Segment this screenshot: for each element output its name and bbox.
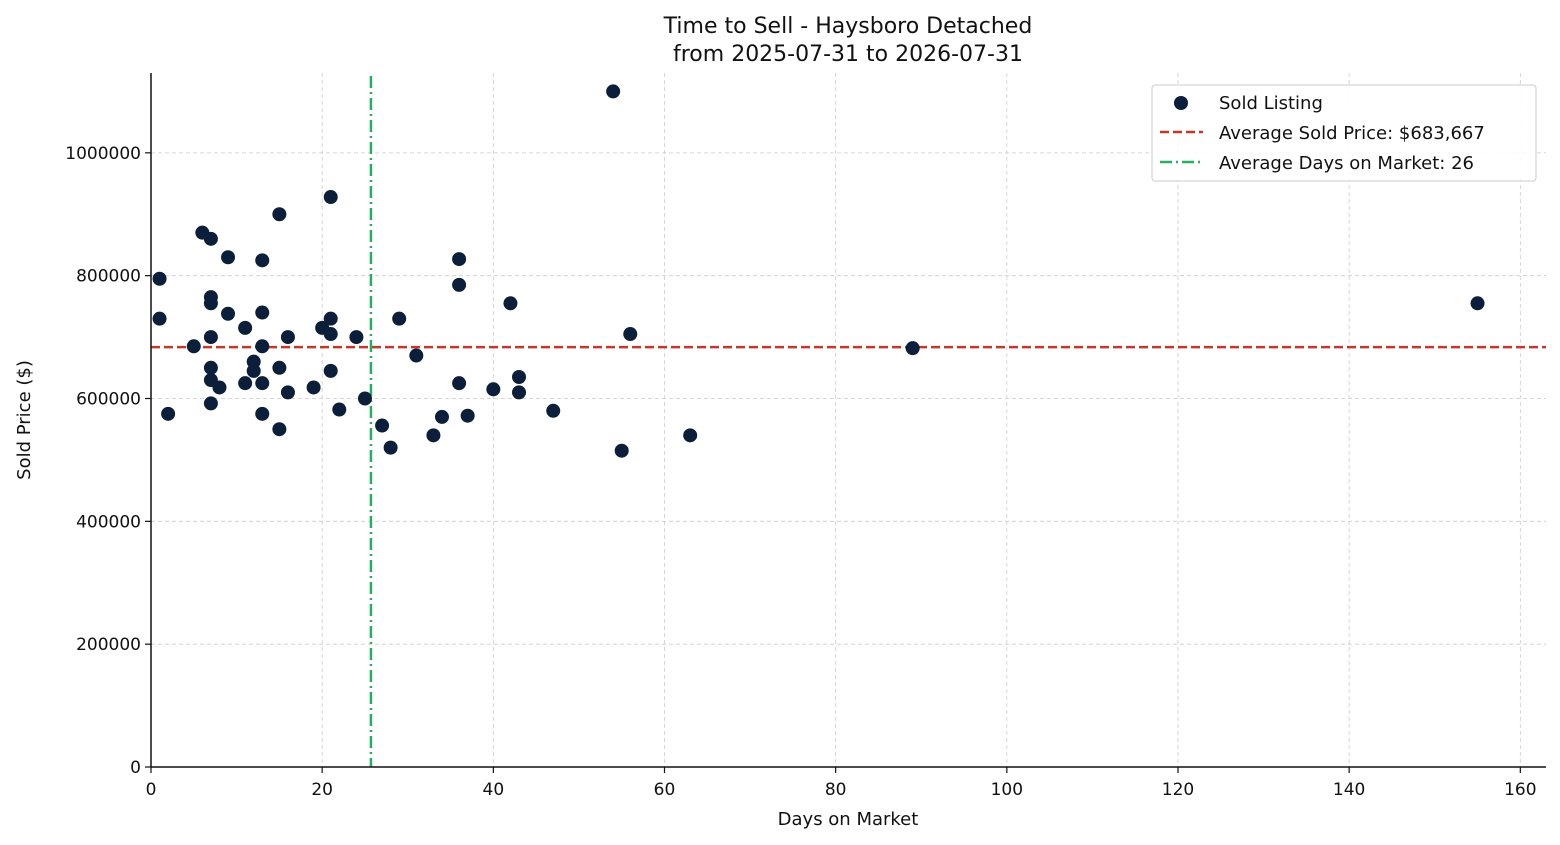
sold-listing-point (512, 370, 527, 385)
sold-listing-point (323, 190, 338, 205)
sold-listing-point (503, 296, 518, 311)
sold-listing-point (186, 339, 201, 354)
sold-listing-point (323, 363, 338, 378)
sold-listing-point (203, 396, 218, 411)
sold-listing-point (460, 408, 475, 423)
sold-listing-point (434, 409, 449, 424)
x-tick-label: 40 (483, 780, 505, 800)
sold-listing-point (238, 376, 253, 391)
sold-listing-point (212, 380, 227, 395)
legend-marker-sold-listing (1174, 96, 1188, 110)
y-axis-ticks: 0 200000 400000 600000 800000 1000000 (65, 144, 151, 778)
sold-listing-point (614, 443, 629, 458)
sold-listing-point (452, 252, 467, 267)
sold-listing-point (606, 84, 621, 99)
sold-listing-point (323, 311, 338, 326)
sold-listing-point (452, 376, 467, 391)
sold-listing-point (375, 418, 390, 433)
sold-listing-point (383, 440, 398, 455)
sold-listing-point (546, 403, 561, 418)
sold-listing-point (349, 330, 364, 345)
sold-listing-point (409, 348, 424, 363)
y-tick-label: 1000000 (65, 144, 141, 164)
y-tick-label: 200000 (76, 635, 141, 655)
sold-listing-point (332, 402, 347, 417)
y-tick-label: 400000 (76, 512, 141, 532)
chart-title: Time to Sell - Haysboro Detached (663, 14, 1033, 39)
sold-listing-point (512, 385, 527, 400)
sold-listing-point (272, 360, 287, 375)
sold-listing-point (152, 311, 167, 326)
sold-listing-point (255, 406, 270, 421)
sold-listing-point (272, 422, 287, 437)
sold-listing-point (255, 339, 270, 354)
sold-listing-point (161, 406, 176, 421)
legend-label-sold-listing: Sold Listing (1219, 93, 1323, 114)
sold-listing-point (203, 360, 218, 375)
sold-listing-point (203, 330, 218, 345)
sold-listing-point (323, 327, 338, 342)
y-tick-label: 800000 (76, 267, 141, 287)
data-points (152, 84, 1485, 458)
sold-listing-point (683, 428, 698, 443)
legend-label-average-price: Average Sold Price: $683,667 (1219, 123, 1485, 144)
sold-listing-point (280, 330, 295, 345)
x-tick-label: 0 (146, 780, 157, 800)
x-tick-label: 140 (1333, 780, 1365, 800)
legend-box (1151, 84, 1537, 182)
sold-listing-point (357, 391, 372, 406)
sold-listing-point (203, 231, 218, 246)
x-tick-label: 80 (825, 780, 847, 800)
y-tick-label: 600000 (76, 390, 141, 410)
sold-listing-point (238, 320, 253, 335)
sold-listing-point (905, 341, 920, 356)
y-axis-label: Sold Price ($) (14, 360, 35, 480)
sold-listing-point (221, 306, 236, 321)
x-axis-ticks: 0 20 40 60 80 100 120 140 160 (146, 767, 1537, 800)
sold-listing-point (1470, 296, 1485, 311)
chart-subtitle: from 2025-07-31 to 2026-07-31 (673, 42, 1023, 67)
sold-listing-point (486, 382, 501, 397)
sold-listing-point (203, 296, 218, 311)
sold-listing-point (452, 277, 467, 292)
x-tick-label: 160 (1504, 780, 1536, 800)
sold-listing-point (255, 305, 270, 320)
sold-listing-point (306, 380, 321, 395)
reference-lines (151, 76, 1546, 767)
x-tick-label: 60 (654, 780, 676, 800)
legend-label-average-days: Average Days on Market: 26 (1219, 153, 1474, 174)
sold-listing-point (392, 311, 407, 326)
x-axis-label: Days on Market (778, 809, 919, 830)
y-tick-label: 0 (130, 758, 141, 778)
sold-listing-point (426, 428, 441, 443)
x-tick-label: 120 (1162, 780, 1194, 800)
legend: Sold Listing Average Sold Price: $683,66… (1151, 84, 1537, 182)
sold-listing-point (221, 250, 236, 265)
sold-listing-point (272, 207, 287, 222)
sold-listing-point (255, 376, 270, 391)
x-tick-label: 20 (311, 780, 333, 800)
sold-listing-point (623, 327, 638, 342)
sold-listing-point (280, 385, 295, 400)
sold-listing-point (246, 363, 261, 378)
x-tick-label: 100 (991, 780, 1023, 800)
sold-listing-point (255, 253, 270, 268)
sold-listing-point (152, 271, 167, 286)
